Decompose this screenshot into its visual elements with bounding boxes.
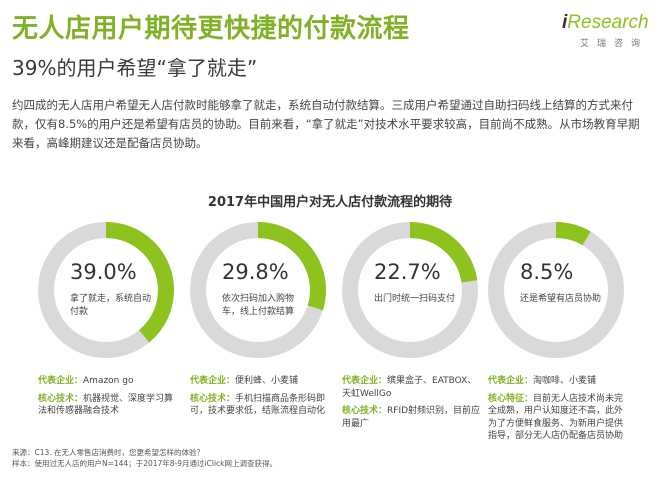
info-card-3: 代表企业：缤果盒子、EATBOX、天虹WellGo 核心技术：RFID射频识别，… (342, 375, 484, 435)
info-card-1-tech-key: 核心技术： (38, 393, 84, 404)
donut-chart-4: 8.5% 还是希望有店员协助 (488, 222, 624, 358)
chart-title: 2017年中国用户对无人店付款流程的期待 (207, 195, 453, 210)
info-card-3-tech-text: RFID射频识别，目前应用最广 (342, 406, 481, 429)
donut-chart-2: 29.8% 依次扫码加入购物车，线上付款结算 (190, 222, 326, 358)
info-card-2-tech: 核心技术：手机扫描商品条形码即可，技术要求低，结账流程自动化 (190, 393, 332, 418)
donut-1-value-arc (38, 222, 174, 358)
info-card-1-companies-text: Amazon go (83, 376, 134, 386)
donut-3-value-label: 22.7% (374, 260, 441, 284)
info-card-1-tech-text: 机器视觉、深度学习算法和传感器融合技术 (38, 393, 174, 417)
info-card-3-companies-key: 代表企业： (342, 376, 388, 386)
donut-1-category-label: 拿了就走，系统自动付款 (70, 294, 152, 317)
donut-4-value-label: 8.5% (520, 260, 574, 284)
logo-cn-text: 艾瑞咨询 (580, 39, 649, 49)
intro-paragraph: 约四成的无人店用户希望无人店付款时能够拿了就走，系统自动付款结算。三成用户希望通… (12, 98, 640, 150)
donut-chart-3: 22.7% 出门时统一扫码支付 (342, 222, 478, 358)
info-card-2: 代表企业：便利蜂、小麦铺 核心技术：手机扫描商品条形码即可，技术要求低，结账流程… (190, 375, 332, 423)
info-card-3-companies: 代表企业：缤果盒子、EATBOX、天虹WellGo (342, 375, 484, 400)
donut-3-svg (342, 222, 478, 358)
donut-1-value-label: 39.0% (70, 260, 137, 284)
footnote: 来源：C13. 在无人零售店消费时，您更希望怎样的体验？ 样本：使用过无人店的用… (12, 447, 642, 469)
donut-3-category-label: 出门时统一扫码支付 (374, 294, 456, 304)
info-card-3-tech-key: 核心技术： (342, 406, 388, 416)
donut-1-svg (38, 222, 174, 358)
footnote-source: 来源：C13. 在无人零售店消费时，您更希望怎样的体验？ (12, 448, 205, 457)
info-card-2-companies: 代表企业：便利蜂、小麦铺 (190, 375, 332, 388)
donut-4-value-arc (488, 222, 624, 358)
donut-2-value-label: 29.8% (222, 260, 289, 284)
info-card-4-feature: 核心特征：目前无人店技术尚未完全成熟，用户认知度还不高，此外为了方便鲜食服务、为… (488, 393, 630, 443)
page-title: 无人店用户期待更快捷的付款流程 (12, 14, 410, 44)
info-card-1-companies-key: 代表企业： (38, 376, 84, 386)
info-card-4-feature-text: 目前无人店技术尚未完全成熟，用户认知度还不高，此外为了方便鲜食服务、为新用户提供… (488, 393, 624, 442)
info-card-4-feature-key: 核心特征： (488, 393, 534, 404)
logo-wordmark: iResearch (562, 12, 649, 33)
info-card-1-companies: 代表企业：Amazon go (38, 375, 180, 388)
info-card-3-companies-text: 缤果盒子、EATBOX、天虹WellGo (342, 376, 477, 399)
donut-4-category-label: 还是希望有店员协助 (520, 294, 602, 304)
info-card-1: 代表企业：Amazon go 核心技术：机器视觉、深度学习算法和传感器融合技术 (38, 375, 180, 423)
page-subtitle: 39%的用户希望“拿了就走” (12, 56, 258, 80)
donut-4-track (488, 222, 624, 358)
info-card-4: 代表企业：淘咖啡、小麦铺 核心特征：目前无人店技术尚未完全成熟，用户认知度还不高… (488, 375, 630, 448)
info-card-1-tech: 核心技术：机器视觉、深度学习算法和传感器融合技术 (38, 393, 180, 418)
info-card-4-companies: 代表企业：淘咖啡、小麦铺 (488, 375, 630, 388)
donut-4-svg (488, 222, 624, 358)
info-card-2-tech-key: 核心技术： (190, 393, 236, 404)
donut-2-category-label: 依次扫码加入购物车，线上付款结算 (222, 294, 295, 317)
info-card-4-companies-text: 淘咖啡、小麦铺 (533, 376, 597, 386)
info-card-3-tech: 核心技术：RFID射频识别，目前应用最广 (342, 405, 484, 430)
footnote-sample: 样本：使用过无人店的用户N=144；于2017年8-9月通过iClick网上调查… (12, 459, 277, 468)
info-card-4-companies-key: 代表企业： (488, 376, 534, 386)
donut-2-svg (190, 222, 326, 358)
info-card-2-tech-text: 手机扫描商品条形码即可，技术要求低，结账流程自动化 (190, 393, 326, 417)
donut-2-value-arc (190, 222, 326, 358)
iresearch-logo: iResearch 艾瑞咨询 (562, 10, 652, 50)
donut-3-value-arc (342, 222, 478, 358)
donut-chart-1: 39.0% 拿了就走，系统自动付款 (38, 222, 174, 358)
info-card-2-companies-text: 便利蜂、小麦铺 (235, 376, 299, 386)
info-card-2-companies-key: 代表企业： (190, 376, 236, 386)
